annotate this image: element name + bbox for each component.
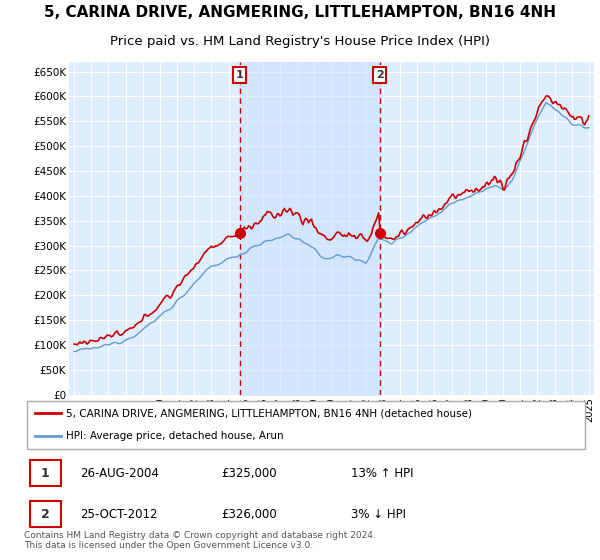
Text: 3% ↓ HPI: 3% ↓ HPI xyxy=(351,507,406,521)
Text: 25-OCT-2012: 25-OCT-2012 xyxy=(80,507,158,521)
Text: HPI: Average price, detached house, Arun: HPI: Average price, detached house, Arun xyxy=(66,431,284,441)
Text: £326,000: £326,000 xyxy=(221,507,277,521)
Text: 1: 1 xyxy=(236,70,244,80)
Text: 26-AUG-2004: 26-AUG-2004 xyxy=(80,466,159,480)
Text: 13% ↑ HPI: 13% ↑ HPI xyxy=(351,466,413,480)
Text: Contains HM Land Registry data © Crown copyright and database right 2024.
This d: Contains HM Land Registry data © Crown c… xyxy=(24,531,376,550)
Text: 2: 2 xyxy=(41,507,50,521)
Text: 2: 2 xyxy=(376,70,383,80)
FancyBboxPatch shape xyxy=(29,460,61,487)
Text: 1: 1 xyxy=(41,466,50,480)
FancyBboxPatch shape xyxy=(27,401,585,449)
FancyBboxPatch shape xyxy=(29,501,61,528)
Text: 5, CARINA DRIVE, ANGMERING, LITTLEHAMPTON, BN16 4NH: 5, CARINA DRIVE, ANGMERING, LITTLEHAMPTO… xyxy=(44,4,556,20)
Text: £325,000: £325,000 xyxy=(221,466,277,480)
Text: Price paid vs. HM Land Registry's House Price Index (HPI): Price paid vs. HM Land Registry's House … xyxy=(110,35,490,48)
Text: 5, CARINA DRIVE, ANGMERING, LITTLEHAMPTON, BN16 4NH (detached house): 5, CARINA DRIVE, ANGMERING, LITTLEHAMPTO… xyxy=(66,408,472,418)
